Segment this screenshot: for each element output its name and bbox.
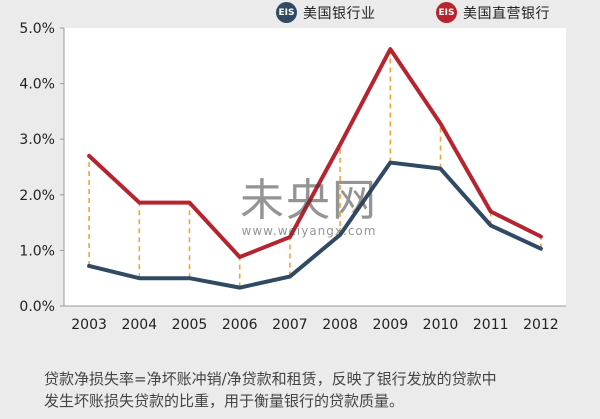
y-tick-label: 4.0% bbox=[19, 77, 55, 93]
us-banks-logo-icon: EIS bbox=[276, 2, 297, 23]
loss-rate-chart: 0.0% 1.0% 2.0% 3.0% 4.0% 5.0% 2003 2004 2005 2006… bbox=[19, 2, 566, 333]
x-tick-label: 2003 bbox=[71, 317, 107, 333]
x-tick-label: 2007 bbox=[272, 317, 308, 333]
legend-item-us-banks: EIS 美国银行业 bbox=[276, 2, 376, 23]
y-tick-label: 5.0% bbox=[19, 21, 55, 37]
series-line-us-banks bbox=[87, 160, 543, 290]
x-tick-label: 2009 bbox=[372, 317, 408, 333]
footnote-line-1: 贷款净损失率=净坏账冲销/净贷款和租赁，反映了银行发放的贷款中 bbox=[44, 370, 497, 388]
plot-area bbox=[64, 28, 566, 306]
y-tick-label: 3.0% bbox=[19, 132, 55, 148]
y-tick-label: 1.0% bbox=[19, 243, 55, 259]
y-tick-label: 0.0% bbox=[19, 299, 55, 315]
legend-label-us-banks: 美国银行业 bbox=[303, 5, 376, 22]
legend-item-direct-banks: EIS 美国直营银行 bbox=[436, 2, 550, 23]
x-tick-label: 2006 bbox=[222, 317, 258, 333]
x-tick-label: 2010 bbox=[423, 317, 459, 333]
legend-label-direct-banks: 美国直营银行 bbox=[463, 5, 550, 22]
watermark: 未央网 www.weiyangx.com bbox=[224, 175, 394, 239]
x-tick-label: 2012 bbox=[523, 317, 559, 333]
direct-banks-logo-icon: EIS bbox=[436, 2, 457, 23]
y-tick-label: 2.0% bbox=[19, 188, 55, 204]
footnote: 贷款净损失率=净坏账冲销/净贷款和租赁，反映了银行发放的贷款中 发生坏账损失贷款… bbox=[44, 368, 574, 412]
footnote-line-2: 发生坏账损失贷款的比重，用于衡量银行的贷款质量。 bbox=[44, 392, 405, 410]
watermark-text: 未央网 bbox=[240, 175, 378, 226]
x-tick-label: 2005 bbox=[172, 317, 208, 333]
x-tick-label: 2004 bbox=[121, 317, 157, 333]
x-tick-label: 2008 bbox=[322, 317, 358, 333]
watermark-url: www.weiyangx.com bbox=[241, 224, 377, 238]
chart-canvas: 0.0% 1.0% 2.0% 3.0% 4.0% 5.0% 2003 2004 2005 2006… bbox=[19, 21, 566, 333]
x-tick-label: 2011 bbox=[473, 317, 509, 333]
series-line-direct-banks bbox=[87, 47, 543, 260]
